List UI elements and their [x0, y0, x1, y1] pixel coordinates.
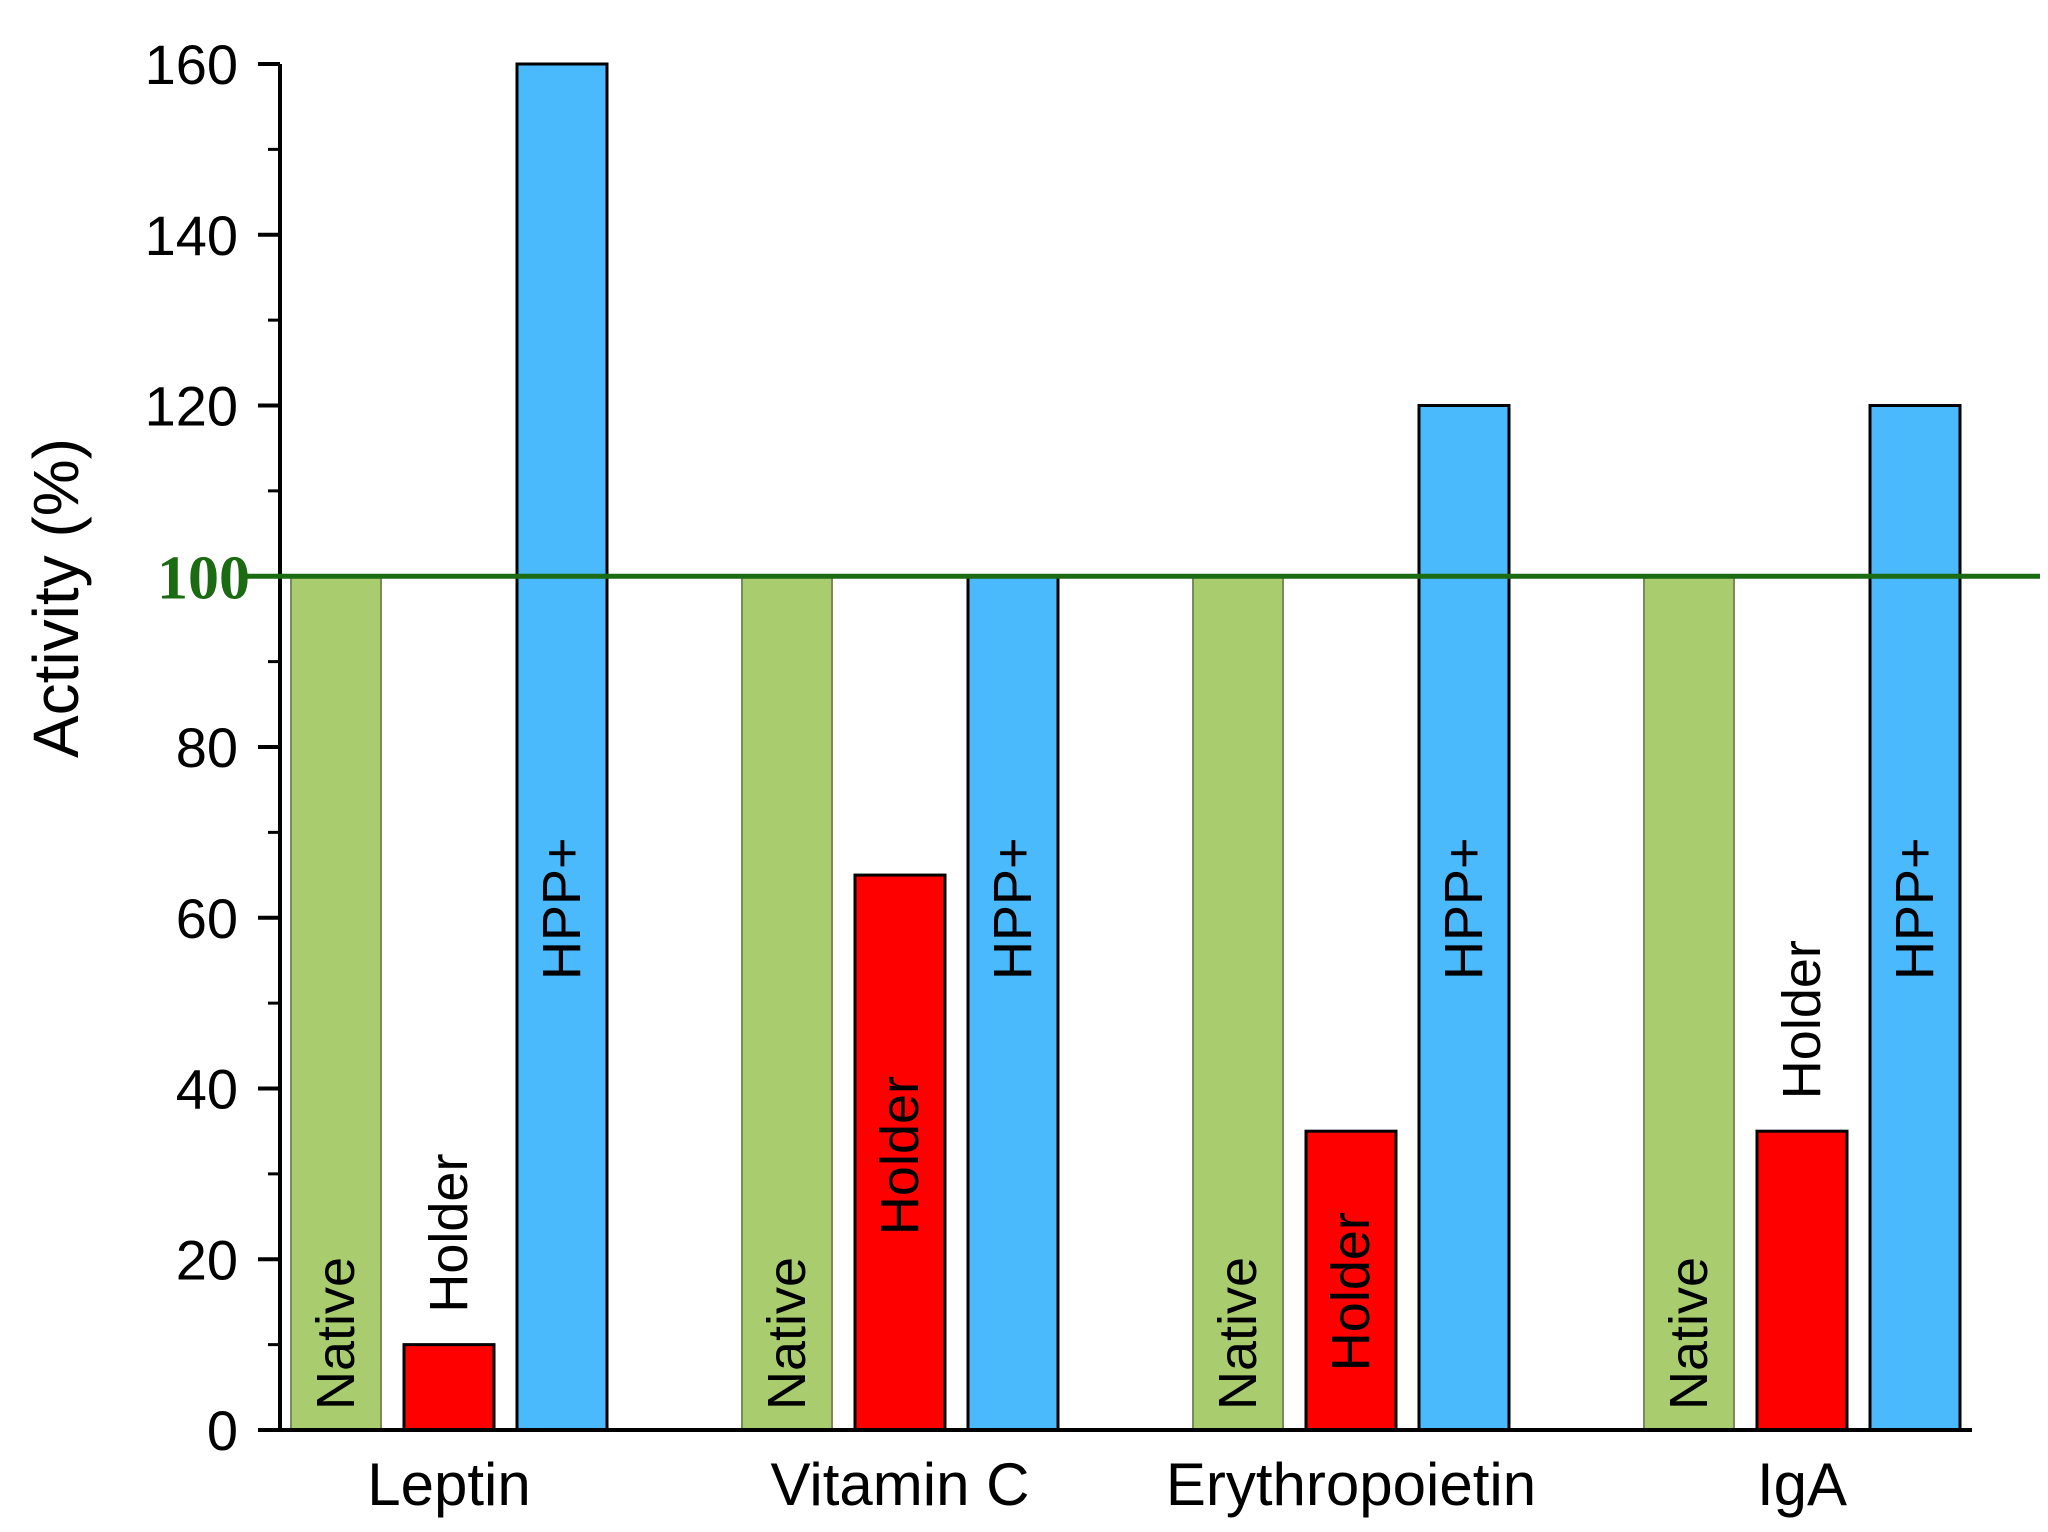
- bar-label-holder-erythropoietin: Holder: [1321, 1212, 1381, 1371]
- y-tick-label-120: 120: [145, 375, 238, 438]
- y-tick-label-40: 40: [176, 1058, 238, 1121]
- x-tick-label-leptin: Leptin: [367, 1451, 530, 1518]
- bar-label-holder-leptin: Holder: [419, 1154, 479, 1313]
- bar-holder-leptin: [402, 1343, 496, 1432]
- bar-label-holder-iga: Holder: [1772, 940, 1832, 1099]
- bar-native-leptin: [290, 575, 382, 1431]
- reference-line-label: 100: [157, 544, 250, 612]
- y-axis-title: Activity (%): [20, 438, 92, 758]
- y-tick-label-60: 60: [176, 887, 238, 950]
- x-tick-label-iga: IgA: [1757, 1451, 1847, 1518]
- bar-label-hpp-vitamin-c: HPP+: [983, 837, 1043, 980]
- y-tick-label-140: 140: [145, 204, 238, 267]
- bar-label-native-leptin: Native: [306, 1257, 366, 1410]
- bar-holder-vitamin-c: [853, 873, 947, 1432]
- bar-label-native-iga: Native: [1659, 1257, 1719, 1410]
- bar-label-native-vitamin-c: Native: [757, 1257, 817, 1410]
- labels-layer: NativeHolderHPP+LeptinNativeHolderHPP+Vi…: [145, 33, 1945, 1518]
- axes-layer: [240, 62, 2040, 1432]
- bar-native-vitamin-c: [741, 575, 833, 1431]
- x-tick-label-vitamin-c: Vitamin C: [771, 1451, 1030, 1518]
- y-tick-label-80: 80: [176, 716, 238, 779]
- bar-label-holder-vitamin-c: Holder: [870, 1076, 930, 1235]
- y-tick-label-20: 20: [176, 1228, 238, 1291]
- y-tick-label-0: 0: [207, 1399, 238, 1462]
- bar-label-hpp-erythropoietin: HPP+: [1434, 837, 1494, 980]
- bar-hpp-leptin: [515, 62, 609, 1432]
- bar-label-hpp-iga: HPP+: [1885, 837, 1945, 980]
- x-tick-label-erythropoietin: Erythropoietin: [1166, 1451, 1536, 1518]
- bar-label-native-erythropoietin: Native: [1208, 1257, 1268, 1410]
- bar-native-erythropoietin: [1192, 575, 1284, 1431]
- bar-holder-iga: [1755, 1129, 1849, 1432]
- bars-layer: [290, 62, 1962, 1432]
- y-tick-label-160: 160: [145, 33, 238, 96]
- bar-hpp-vitamin-c: [966, 574, 1060, 1432]
- bar-label-hpp-leptin: HPP+: [532, 837, 592, 980]
